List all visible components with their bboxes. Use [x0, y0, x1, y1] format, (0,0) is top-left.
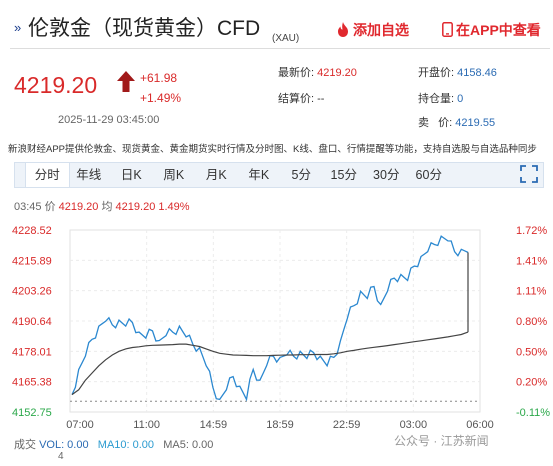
pct-tick-label: 0.20% [516, 377, 547, 389]
latest-price-stat: 最新价: 4219.20 [278, 64, 357, 80]
tab-9[interactable]: 60分 [415, 168, 442, 182]
tab-1[interactable]: 年线 [76, 168, 102, 182]
watermark: 公众号 · 江苏新闻 [394, 434, 489, 448]
y-tick-label: 4203.26 [12, 286, 52, 298]
position-stat: 持仓量: 0 [418, 90, 463, 106]
tab-8[interactable]: 30分 [373, 168, 400, 182]
y-tick-label: 4228.52 [12, 225, 52, 237]
legend-avg: 4219.20 [115, 201, 156, 213]
open-in-app-button[interactable]: 在APP中查看 [442, 20, 541, 40]
y-tick-label: 4215.89 [12, 255, 52, 267]
volume-legend: 成交 VOL: 0.00 MA10: 0.00 MA5: 0.00 [14, 436, 213, 452]
pct-tick-label: -0.11% [516, 407, 550, 419]
latest-price-value: 4219.20 [317, 67, 357, 79]
intraday-chart[interactable]: 4228.52 1.72% 4215.89 1.41% 4203.26 1.11% 4190… [0, 214, 553, 436]
tab-5[interactable]: 年K [248, 168, 270, 182]
sell-price-label: 卖 价: [418, 117, 453, 129]
position-value: 0 [457, 93, 464, 105]
x-tick-label: 18:59 [266, 419, 294, 431]
change-percent: +1.49% [140, 91, 182, 105]
open-price-label: 开盘价: [418, 67, 455, 79]
sell-price-value: 4219.55 [455, 117, 496, 129]
add-watchlist-button[interactable]: 添加自选 [336, 20, 409, 40]
x-tick-label: 22:59 [333, 419, 361, 431]
title-marker-icon: » [14, 20, 22, 35]
volume-value: VOL: 0.00 [39, 439, 89, 451]
ma5-value: MA5: 0.00 [163, 439, 214, 451]
pct-tick-label: 1.41% [516, 255, 547, 267]
pct-tick-label: 1.11% [516, 286, 547, 298]
settle-price-label: 结算价: [278, 93, 315, 105]
open-price-value: 4158.46 [457, 67, 497, 79]
change-value: +61.98 [140, 71, 178, 85]
tab-6[interactable]: 5分 [291, 168, 311, 182]
sell-price-stat: 卖 价: 4219.55 [418, 114, 495, 130]
chart-legend: 03:45 价 4219.20 均 4219.20 1.49% [14, 198, 190, 214]
pct-tick-label: 0.80% [516, 316, 547, 328]
y-tick-label: 4178.01 [12, 346, 52, 358]
x-tick-label: 14:59 [200, 419, 228, 431]
tab-0[interactable]: 分时 [25, 163, 70, 187]
x-tick-label: 03:00 [400, 419, 428, 431]
up-arrow-icon [117, 71, 135, 92]
open-in-app-label: 在APP中查看 [456, 22, 541, 38]
tab-3[interactable]: 周K [163, 168, 185, 182]
x-tick-label: 11:00 [133, 419, 160, 431]
legend-pct: 1.49% [158, 201, 190, 213]
tab-7[interactable]: 15分 [330, 168, 357, 182]
series-line-1 [71, 331, 469, 396]
volume-prefix: 成交 [14, 439, 36, 451]
current-price: 4219.20 [14, 72, 98, 98]
legend-price-label: 价 [44, 201, 56, 213]
x-tick-label: 06:00 [466, 419, 494, 431]
flame-icon [338, 22, 348, 37]
symbol-code: (XAU) [272, 33, 300, 44]
x-tick-label: 07:00 [66, 419, 94, 431]
y-tick-label: 4190.64 [12, 316, 52, 328]
legend-price: 4219.20 [58, 201, 99, 213]
volume-axis-label: 4 [58, 451, 64, 462]
legend-time: 03:45 [14, 201, 42, 213]
y-tick-label: 4165.38 [12, 377, 52, 389]
quote-timestamp: 2025-11-29 03:45:00 [58, 114, 160, 126]
page-title: 伦敦金（现货黄金）CFD [28, 17, 261, 40]
phone-icon [442, 22, 453, 37]
pct-tick-label: 1.72% [516, 225, 547, 237]
fullscreen-icon[interactable] [519, 164, 539, 184]
settle-price-value: -- [317, 93, 325, 105]
tab-2[interactable]: 日K [120, 168, 142, 182]
period-tabs: 分时 年线 日K 周K 月K 年K 5分 15分 30分 60分 [14, 162, 544, 188]
position-label: 持仓量: [418, 93, 455, 105]
header-divider [10, 48, 550, 49]
ma10-value: MA10: 0.00 [97, 439, 155, 451]
price-change: +61.98 +1.49% [140, 68, 181, 108]
ticker-banner[interactable]: 新浪财经APP提供伦敦金、现货黄金、黄金期货实时行情及分时图、K线、盘口、行情提… [8, 144, 537, 155]
y-tick-label: 4152.75 [12, 407, 52, 419]
latest-price-label: 最新价: [278, 67, 315, 79]
tab-4[interactable]: 月K [205, 168, 227, 182]
settle-price-stat: 结算价: -- [278, 90, 324, 106]
pct-tick-label: 0.50% [516, 346, 547, 358]
legend-avg-label: 均 [101, 201, 113, 213]
add-watchlist-label: 添加自选 [353, 22, 409, 38]
open-price-stat: 开盘价: 4158.46 [418, 64, 497, 80]
